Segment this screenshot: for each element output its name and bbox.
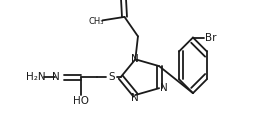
Text: S: S <box>108 72 115 82</box>
Text: N: N <box>160 83 168 93</box>
Text: N: N <box>132 93 139 103</box>
Text: H₂N: H₂N <box>26 72 46 82</box>
Text: N: N <box>132 54 139 64</box>
Text: N: N <box>52 72 60 82</box>
Text: Br: Br <box>205 33 216 43</box>
Text: CH₃: CH₃ <box>88 17 104 26</box>
Text: HO: HO <box>73 96 89 106</box>
